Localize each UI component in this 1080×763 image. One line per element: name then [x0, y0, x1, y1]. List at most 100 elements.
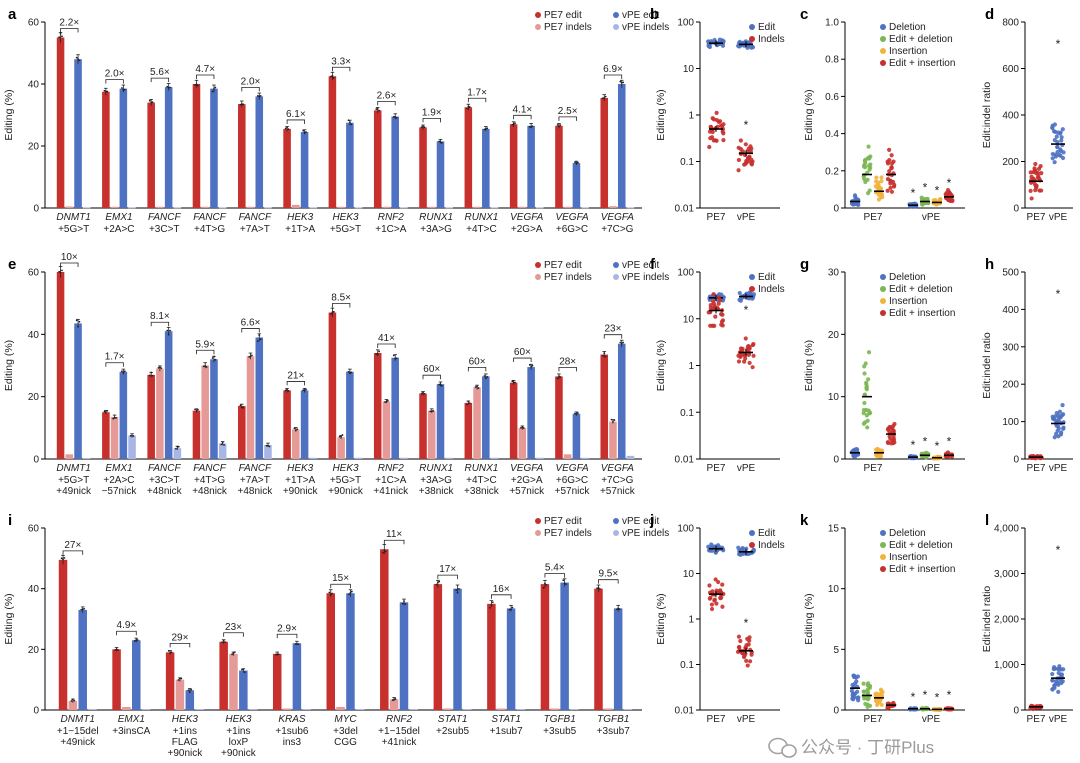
- fold-bracket: [196, 74, 215, 79]
- bar: [560, 582, 569, 710]
- mutation-label: +2A>C: [103, 224, 134, 235]
- data-point: [331, 592, 334, 595]
- data-point: [393, 698, 396, 701]
- gene-label: FANCF: [193, 212, 226, 223]
- data-point: [382, 551, 384, 554]
- data-point: [150, 101, 153, 104]
- data-point: [887, 434, 892, 439]
- data-point: [615, 608, 618, 611]
- data-point: [1057, 409, 1063, 414]
- bar: [238, 406, 246, 459]
- data-point: [716, 579, 721, 585]
- data-point: [59, 271, 62, 274]
- y-tick-label: 100: [1002, 417, 1019, 428]
- panel-label: i: [8, 512, 12, 529]
- data-point: [286, 126, 288, 129]
- fold-change-label: 6.1×: [286, 109, 306, 120]
- data-point: [277, 653, 280, 656]
- data-point: [103, 410, 106, 413]
- gene-label: HEK3: [225, 714, 252, 725]
- mutation-label: +7A>T: [240, 475, 270, 486]
- data-point: [1033, 161, 1038, 167]
- legend-label: Indels: [758, 284, 785, 295]
- bar: [570, 709, 579, 710]
- data-point: [133, 640, 136, 642]
- y-tick-label: 0.4: [825, 129, 839, 140]
- bar: [175, 679, 185, 710]
- legend-label: Deletion: [889, 22, 926, 33]
- panel-label: e: [8, 256, 16, 273]
- mutation-label: +90nick: [167, 748, 203, 759]
- data-point: [305, 388, 307, 391]
- bar: [102, 412, 110, 459]
- y-tick-label: 1: [688, 111, 694, 122]
- data-point: [341, 434, 344, 436]
- data-point: [749, 652, 754, 657]
- data-point: [889, 161, 895, 166]
- legend-marker: [880, 286, 886, 292]
- data-point: [196, 84, 199, 87]
- y-axis-title: Editing (%): [655, 89, 667, 140]
- data-point: [528, 125, 531, 128]
- data-point: [221, 441, 224, 444]
- data-point: [220, 443, 223, 446]
- legend-label: PE7 indels: [544, 22, 592, 33]
- mutation-label: +5G>T: [330, 475, 361, 486]
- data-point: [933, 197, 938, 203]
- data-point: [1060, 155, 1066, 161]
- data-point: [720, 41, 726, 46]
- data-point: [617, 607, 620, 610]
- data-point: [332, 310, 335, 313]
- data-point: [294, 429, 297, 432]
- bar: [346, 593, 355, 710]
- y-axis-title: Edit:indel ratio: [981, 332, 993, 399]
- fold-bracket: [513, 114, 532, 120]
- mutation-label: +48nick: [238, 486, 274, 497]
- data-point: [709, 135, 715, 140]
- data-point: [743, 336, 748, 341]
- fold-bracket: [116, 630, 137, 636]
- bar: [555, 376, 563, 459]
- bar: [255, 96, 264, 208]
- legend-label: vPE edit: [622, 10, 659, 21]
- fold-change-label: 23×: [605, 324, 622, 335]
- gene-label: RNF2: [386, 714, 413, 725]
- bar: [594, 588, 603, 710]
- data-point: [302, 129, 305, 132]
- bar: [82, 207, 91, 209]
- data-point: [736, 168, 741, 173]
- data-point: [1054, 134, 1059, 139]
- data-point: [530, 365, 533, 368]
- fold-bracket: [603, 74, 623, 79]
- data-point: [878, 687, 884, 692]
- bar: [482, 128, 490, 208]
- data-point: [121, 87, 123, 89]
- mutation-label: FLAG: [172, 737, 198, 748]
- data-point: [719, 312, 724, 317]
- data-point: [873, 179, 879, 184]
- gene-label: VEGFA: [555, 463, 588, 474]
- fold-change-label: 8.5×: [331, 293, 351, 304]
- data-point: [136, 639, 139, 641]
- data-point: [176, 445, 179, 448]
- data-point: [233, 651, 236, 653]
- bar: [141, 709, 151, 710]
- data-point: [511, 380, 514, 383]
- data-point: [709, 606, 715, 612]
- bar: [572, 413, 581, 459]
- y-tick-label: 0: [833, 204, 839, 215]
- data-point: [879, 175, 884, 180]
- data-point: [749, 157, 754, 162]
- mutation-label: +41nick: [382, 737, 418, 748]
- data-point: [438, 383, 441, 386]
- data-point: [250, 354, 253, 357]
- data-point: [885, 427, 891, 432]
- bar: [399, 602, 409, 710]
- wechat-bubble: [781, 744, 797, 758]
- data-point: [194, 84, 196, 86]
- legend-marker: [613, 274, 619, 280]
- data-point: [862, 689, 867, 694]
- fold-bracket: [332, 66, 351, 72]
- data-point: [180, 677, 183, 680]
- legend-label: PE7 indels: [544, 272, 592, 283]
